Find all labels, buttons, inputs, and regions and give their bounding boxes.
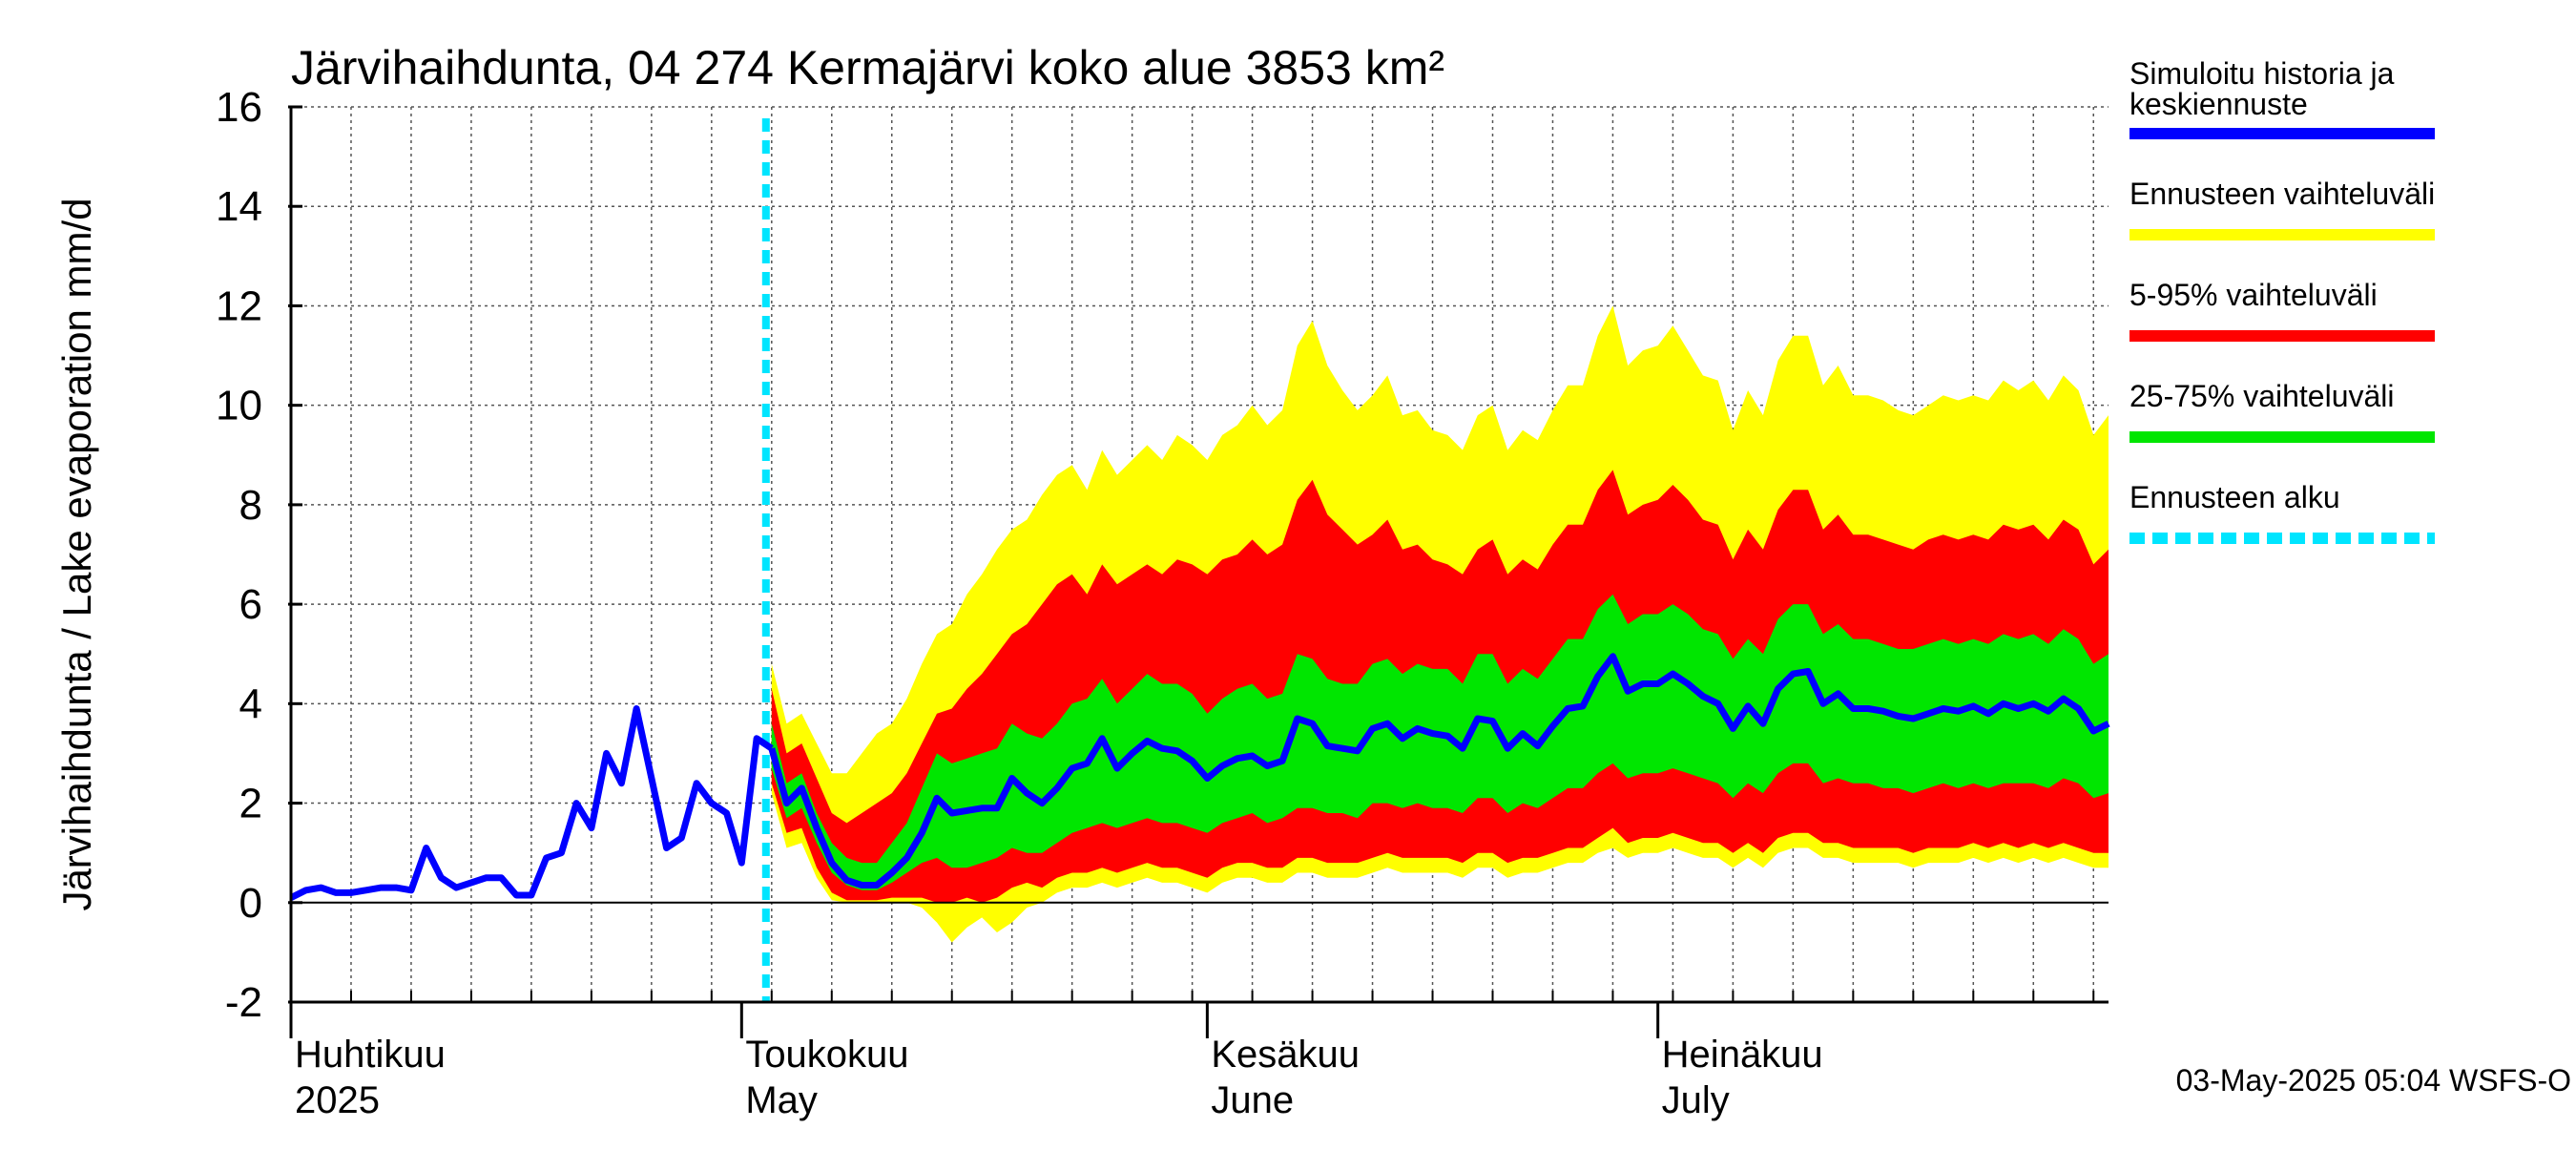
- legend-item: Ennusteen vaihteluväli: [2129, 177, 2435, 240]
- legend-label: keskiennuste: [2129, 87, 2308, 121]
- y-tick-label: 10: [216, 383, 262, 429]
- y-tick-label: 2: [239, 781, 262, 827]
- month-label-fi: Heinäkuu: [1662, 1034, 1823, 1076]
- legend-item: 5-95% vaihteluväli: [2129, 278, 2435, 342]
- legend-label: 25-75% vaihteluväli: [2129, 379, 2395, 413]
- month-label-fi: Toukokuu: [745, 1034, 908, 1076]
- history-line: [289, 705, 774, 901]
- legend-item: Ennusteen alku: [2129, 480, 2435, 544]
- month-label-en: July: [1662, 1079, 1730, 1121]
- y-tick-label: 12: [216, 282, 262, 329]
- band-25-75: [771, 594, 2109, 890]
- month-label-en: June: [1211, 1079, 1294, 1121]
- month-label-fi: Kesäkuu: [1211, 1034, 1360, 1076]
- y-tick-label: 0: [239, 880, 262, 927]
- legend-label: Ennusteen alku: [2129, 480, 2340, 514]
- timestamp-footer: 03-May-2025 05:04 WSFS-O: [2176, 1063, 2571, 1098]
- chart-title: Järvihaihdunta, 04 274 Kermajärvi koko a…: [291, 41, 1444, 94]
- median-forecast-line: [768, 653, 2110, 889]
- y-axis-label: Järvihaihdunta / Lake evaporation mm/d: [54, 198, 99, 910]
- month-label-en: May: [745, 1079, 818, 1121]
- month-label-fi: Huhtikuu: [295, 1034, 446, 1076]
- y-tick-label: 4: [239, 680, 262, 727]
- y-tick-label: -2: [225, 979, 262, 1026]
- y-tick-label: 6: [239, 581, 262, 628]
- y-tick-label: 16: [216, 84, 262, 131]
- month-label-en: 2025: [295, 1079, 380, 1121]
- y-tick-label: 8: [239, 482, 262, 529]
- legend-label: Ennusteen vaihteluväli: [2129, 177, 2435, 211]
- legend-item: 25-75% vaihteluväli: [2129, 379, 2435, 443]
- legend-label: 5-95% vaihteluväli: [2129, 278, 2378, 312]
- legend-label: Simuloitu historia ja: [2129, 56, 2395, 91]
- y-tick-label: 14: [216, 183, 262, 230]
